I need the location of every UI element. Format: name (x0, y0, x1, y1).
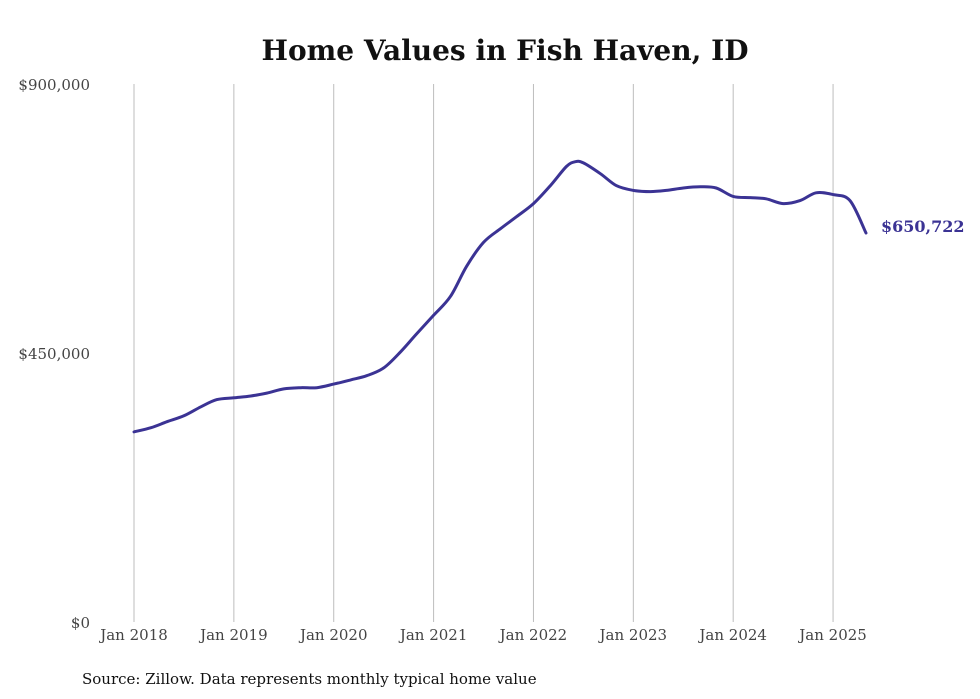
y-tick-label: $0 (71, 614, 90, 632)
y-axis-tick-labels: $0 $450,000 $900,000 (18, 76, 90, 632)
x-tick-label: Jan 2024 (697, 626, 767, 644)
x-axis-tick-labels: Jan 2018 Jan 2019 Jan 2020 Jan 2021 Jan 2022… (98, 626, 867, 644)
source-note: Source: Zillow. Data represents monthly … (82, 670, 537, 688)
x-tick-label: Jan 2022 (498, 626, 568, 644)
grid-lines (133, 84, 834, 622)
home-value-line (132, 159, 868, 434)
x-tick-label: Jan 2023 (598, 626, 668, 644)
x-tick-label: Jan 2020 (298, 626, 368, 644)
y-tick-label: $450,000 (18, 345, 90, 363)
x-tick-label: Jan 2018 (98, 626, 168, 644)
x-tick-label: Jan 2025 (797, 626, 867, 644)
chart-title: Home Values in Fish Haven, ID (262, 34, 749, 67)
latest-value-label: $650,722 (881, 217, 965, 236)
x-tick-label: Jan 2021 (398, 626, 468, 644)
y-tick-label: $900,000 (18, 76, 90, 94)
x-tick-label: Jan 2019 (198, 626, 268, 644)
